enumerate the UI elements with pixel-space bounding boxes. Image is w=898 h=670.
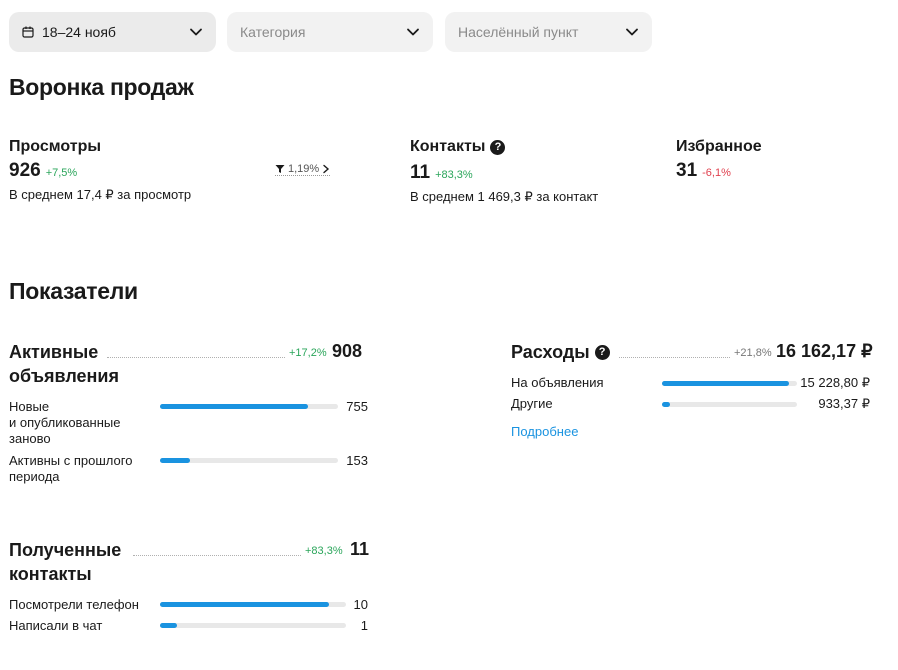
- progress-bar: [662, 402, 797, 407]
- dotted-leader: [107, 357, 285, 358]
- funnel-icon: [275, 165, 285, 173]
- received-contacts-title-line1: Полученные: [9, 540, 122, 560]
- progress-fill: [160, 623, 177, 628]
- active-row-label: Новые и опубликованные заново: [9, 399, 120, 447]
- indicators-title: Показатели: [9, 278, 138, 304]
- conversion-value: 1,19%: [288, 163, 320, 175]
- received-contacts-title: Полученные контакты: [9, 538, 121, 586]
- category-placeholder: Категория: [240, 24, 306, 40]
- details-link[interactable]: Подробнее: [511, 424, 579, 439]
- chevron-down-icon: [190, 28, 202, 36]
- conversion-link[interactable]: 1,19%: [275, 163, 331, 176]
- dotted-leader: [133, 555, 301, 556]
- active-row-label: Активны с прошлого периода: [9, 453, 132, 485]
- views-subtext: В среднем 17,4 ₽ за просмотр: [9, 187, 192, 202]
- contacts-change: +83,3%: [435, 169, 473, 181]
- help-icon[interactable]: ?: [594, 344, 610, 360]
- category-select[interactable]: Категория: [227, 12, 433, 52]
- favorites-metric: 31 -6,1%: [676, 160, 731, 182]
- received-contacts-title-line2: контакты: [9, 564, 92, 584]
- label-line: и опубликованные: [9, 415, 121, 430]
- label-line: периода: [9, 469, 60, 484]
- contacts-value: 11: [410, 162, 431, 183]
- views-label-text: Просмотры: [9, 138, 102, 155]
- active-listings-total: 908: [332, 341, 363, 361]
- dotted-leader: [619, 357, 730, 358]
- views-change: +7,5%: [45, 167, 78, 179]
- calendar-icon: [22, 26, 34, 38]
- views-label: Просмотры: [9, 138, 101, 156]
- favorites-change: -6,1%: [702, 167, 731, 179]
- location-placeholder: Населённый пункт: [458, 24, 579, 40]
- expenses-row-value: 15 228,80 ₽: [800, 375, 870, 390]
- active-listings-title: Активные объявления: [9, 340, 119, 388]
- favorites-label: Избранное: [676, 138, 762, 156]
- active-row-value: 153: [346, 453, 368, 468]
- active-listings-title-line2: объявления: [9, 366, 119, 386]
- chevron-down-icon: [407, 28, 419, 36]
- contacts-row-value: 10: [353, 597, 368, 612]
- help-icon[interactable]: ?: [490, 139, 506, 155]
- progress-bar: [662, 381, 797, 386]
- progress-fill: [662, 381, 790, 386]
- period-value: 18–24 нояб: [42, 24, 116, 40]
- expenses-row-label: Другие: [511, 396, 553, 411]
- location-select[interactable]: Населённый пункт: [445, 12, 652, 52]
- progress-bar: [160, 602, 346, 607]
- active-listings-title-line1: Активные: [9, 342, 99, 362]
- chevron-down-icon: [626, 28, 638, 36]
- expenses-row-value: 933,37 ₽: [818, 396, 870, 411]
- active-listings-change: +17,2%: [289, 347, 327, 359]
- favorites-label-text: Избранное: [676, 138, 762, 155]
- progress-fill: [160, 404, 309, 409]
- active-row-value: 755: [346, 399, 368, 414]
- favorites-value: 31: [676, 160, 698, 181]
- label-line: Новые: [9, 399, 50, 414]
- views-metric: 926 +7,5%: [9, 160, 77, 182]
- progress-bar: [160, 404, 338, 409]
- contacts-subtext: В среднем 1 469,3 ₽ за контакт: [410, 189, 599, 204]
- contacts-row-value: 1: [360, 618, 368, 633]
- progress-fill: [160, 458, 190, 463]
- label-line: заново: [9, 431, 51, 446]
- progress-bar: [160, 458, 338, 463]
- chevron-right-icon: [323, 164, 330, 174]
- progress-bar: [160, 623, 346, 628]
- label-line: Активны с прошлого: [9, 453, 133, 468]
- views-value: 926: [9, 160, 41, 181]
- progress-fill: [160, 602, 330, 607]
- expenses-title: Расходы ?: [511, 340, 610, 364]
- expenses-row-label: На объявления: [511, 375, 604, 390]
- funnel-title: Воронка продаж: [9, 74, 194, 100]
- contacts-label: Контакты ?: [410, 138, 506, 156]
- period-select[interactable]: 18–24 нояб: [9, 12, 216, 52]
- expenses-title-text: Расходы: [511, 342, 590, 362]
- contacts-metric: 11 +83,3%: [410, 162, 473, 184]
- expenses-change: +21,8%: [734, 347, 772, 359]
- contacts-label-text: Контакты: [410, 138, 486, 155]
- received-contacts-change: +83,3%: [305, 545, 343, 557]
- progress-fill: [662, 402, 670, 407]
- contacts-row-label: Написали в чат: [9, 618, 103, 633]
- expenses-total: 16 162,17 ₽: [776, 341, 873, 361]
- received-contacts-total: 11: [350, 539, 370, 559]
- contacts-row-label: Посмотрели телефон: [9, 597, 139, 612]
